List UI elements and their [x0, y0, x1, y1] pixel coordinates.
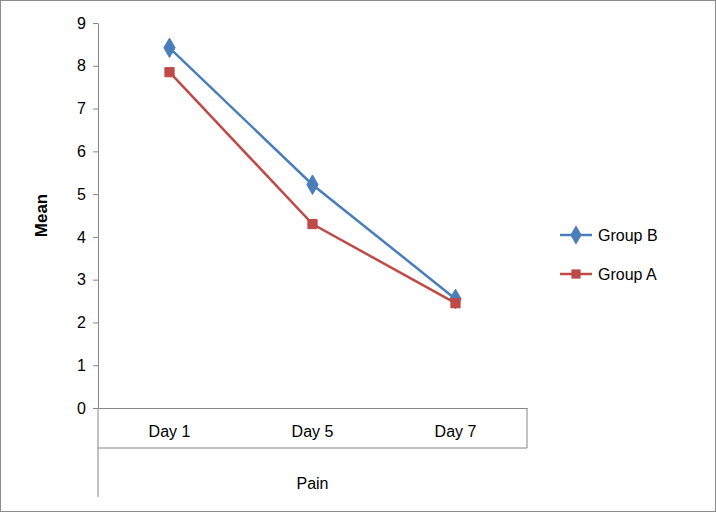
x-tick-label: Day 7 — [435, 423, 477, 440]
x-tick-label: Day 5 — [292, 423, 334, 440]
y-tick-label: 7 — [77, 100, 86, 117]
y-tick: 8 — [77, 57, 98, 74]
y-tick-label: 0 — [77, 400, 86, 417]
series-marker — [308, 219, 317, 228]
y-axis-line — [98, 24, 99, 409]
y-tick: 9 — [77, 15, 98, 32]
plot-area — [164, 38, 461, 309]
y-tick: 2 — [77, 314, 98, 331]
chart-container: 0 1 2 3 4 5 6 7 8 9 Day 1 Day 5 Day 7 Mean Pain Group B… — [0, 0, 716, 512]
y-tick-label: 3 — [77, 271, 86, 288]
legend-label: Group A — [598, 266, 657, 283]
series-marker — [307, 175, 318, 195]
series-line — [170, 72, 456, 303]
y-tick-label: 5 — [77, 186, 86, 203]
y-tick-label: 1 — [77, 357, 86, 374]
legend-marker — [570, 225, 581, 245]
y-tick-label: 6 — [77, 143, 86, 160]
y-tick-mark — [93, 66, 98, 67]
x-axis: Day 1 Day 5 Day 7 — [99, 409, 528, 440]
chart-border — [1, 1, 716, 512]
y-tick-mark — [93, 408, 98, 409]
legend-item: Group B — [560, 225, 658, 245]
y-tick-mark — [93, 194, 98, 195]
y-tick: 1 — [77, 357, 98, 374]
y-tick-label: 4 — [77, 229, 86, 246]
y-tick-mark — [93, 280, 98, 281]
legend: Group B Group A — [560, 225, 658, 282]
x-tick: Day 7 — [435, 423, 477, 440]
category-frame — [98, 408, 527, 497]
y-tick: 5 — [77, 186, 98, 203]
x-tick: Day 5 — [292, 423, 334, 440]
series-marker — [451, 299, 460, 308]
x-axis-line — [99, 408, 528, 409]
x-tick: Day 1 — [149, 423, 191, 440]
y-tick-mark — [93, 365, 98, 366]
x-tick-label: Day 1 — [149, 423, 191, 440]
frame-line — [527, 408, 528, 448]
y-tick-mark — [93, 151, 98, 152]
series-line — [170, 48, 456, 299]
y-tick: 7 — [77, 100, 98, 117]
chart-svg: 0 1 2 3 4 5 6 7 8 9 Day 1 Day 5 Day 7 Mean Pain Group B… — [0, 0, 716, 512]
y-tick-mark — [93, 322, 98, 323]
y-tick: 4 — [77, 229, 98, 246]
y-axis: 0 1 2 3 4 5 6 7 8 9 — [77, 15, 98, 417]
frame-line — [98, 408, 99, 497]
series-marker — [165, 68, 174, 77]
y-tick: 0 — [77, 400, 98, 417]
y-tick-label: 2 — [77, 314, 86, 331]
x-axis-title: Pain — [296, 475, 328, 492]
legend-marker — [571, 269, 580, 278]
y-tick-label: 8 — [77, 57, 86, 74]
series-marker — [450, 289, 461, 309]
y-axis-title: Mean — [32, 194, 51, 237]
frame-line — [98, 448, 527, 449]
y-tick-mark — [93, 237, 98, 238]
y-tick-mark — [93, 109, 98, 110]
series-marker — [164, 38, 175, 58]
legend-item: Group A — [560, 266, 657, 283]
y-tick: 3 — [77, 271, 98, 288]
y-tick-mark — [93, 23, 98, 24]
y-tick: 6 — [77, 143, 98, 160]
legend-label: Group B — [598, 227, 658, 244]
y-tick-label: 9 — [77, 15, 86, 32]
